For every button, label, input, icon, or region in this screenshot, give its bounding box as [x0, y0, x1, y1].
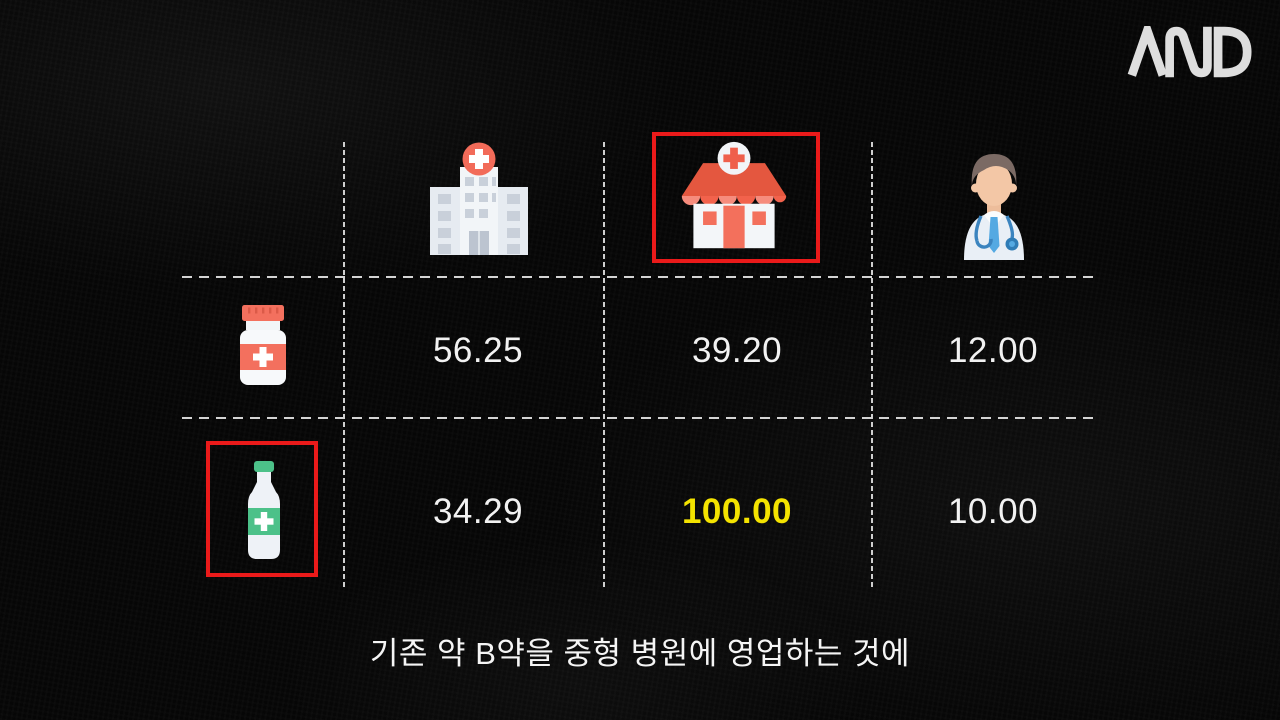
grid-vertical-line-1 — [343, 142, 345, 590]
cell-drugB-doctor: 10.00 — [947, 492, 1039, 531]
logo-letter-a — [1127, 26, 1167, 77]
and-logo — [1127, 26, 1252, 78]
cell-drugA-hospital: 56.25 — [432, 331, 524, 370]
grid-horizontal-line-2 — [182, 417, 1097, 419]
subtitle-caption: 기존 약 B약을 중형 병원에 영업하는 것에 — [369, 636, 911, 671]
highlight-box-drug-b-row — [206, 441, 318, 577]
cell-drugA-pharmacy: 39.20 — [691, 331, 783, 370]
pharmacy-store-icon — [681, 141, 787, 249]
highlight-box-pharmacy-column — [652, 132, 820, 263]
cell-drugA-doctor: 12.00 — [947, 331, 1039, 370]
pill-bottle-icon — [240, 305, 286, 385]
cell-drugB-hospital: 34.29 — [432, 492, 524, 531]
logo-letter-d — [1213, 26, 1252, 78]
grid-horizontal-line-1 — [182, 276, 1097, 278]
logo-letter-n — [1165, 26, 1212, 78]
cell-drugB-pharmacy-emphasized: 100.00 — [681, 492, 793, 531]
medicine-bottle-icon — [248, 461, 280, 559]
grid-vertical-line-2 — [603, 142, 605, 590]
grid-vertical-line-3 — [871, 142, 873, 590]
doctor-icon — [964, 154, 1024, 260]
hospital-icon — [430, 142, 528, 255]
